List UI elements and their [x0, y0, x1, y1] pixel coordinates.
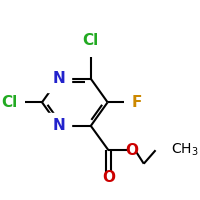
Text: F: F — [132, 95, 142, 110]
Text: Cl: Cl — [1, 95, 18, 110]
Text: N: N — [52, 118, 65, 133]
Text: CH$_3$: CH$_3$ — [171, 142, 198, 158]
Text: N: N — [52, 71, 65, 86]
Text: O: O — [102, 170, 115, 185]
Text: Cl: Cl — [83, 33, 99, 48]
Text: O: O — [126, 143, 139, 158]
